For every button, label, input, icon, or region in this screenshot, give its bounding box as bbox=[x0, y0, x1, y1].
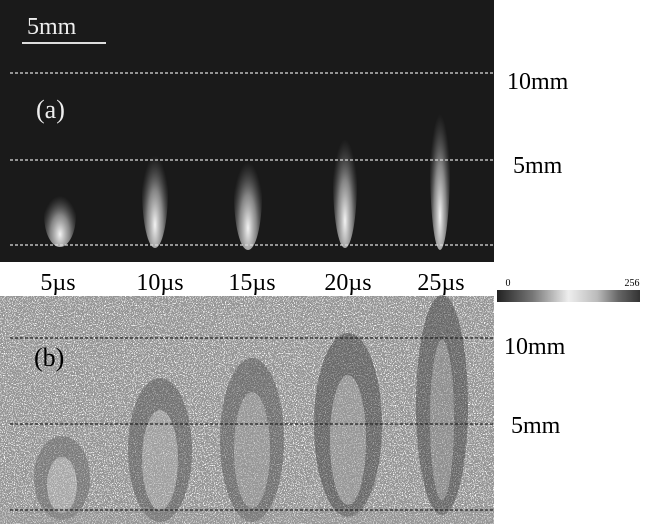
time-label: 25µs bbox=[417, 270, 464, 296]
guide-lines-a bbox=[10, 72, 494, 246]
time-label: 5µs bbox=[40, 270, 75, 296]
time-labels: 5µs 10µs 15µs 20µs 25µs bbox=[40, 270, 464, 296]
colorbar-min: 0 bbox=[506, 278, 511, 289]
panel-b-base bbox=[0, 508, 494, 524]
panel-label: (b) bbox=[34, 343, 64, 372]
colorbar bbox=[497, 290, 640, 302]
distance-label: 10mm bbox=[504, 334, 566, 360]
scale-bar-label: 5mm bbox=[27, 14, 77, 40]
distance-label: 5mm bbox=[513, 153, 563, 179]
guide-lines-b bbox=[10, 337, 494, 511]
plumes-b bbox=[34, 295, 468, 522]
colorbar-max: 256 bbox=[625, 278, 640, 289]
distance-label: 10mm bbox=[507, 69, 569, 95]
time-label: 15µs bbox=[228, 270, 275, 296]
time-label: 20µs bbox=[324, 270, 371, 296]
panel-label: (a) bbox=[36, 95, 65, 124]
time-label: 10µs bbox=[136, 270, 183, 296]
distance-label: 5mm bbox=[511, 413, 561, 439]
plumes-a bbox=[44, 80, 450, 250]
